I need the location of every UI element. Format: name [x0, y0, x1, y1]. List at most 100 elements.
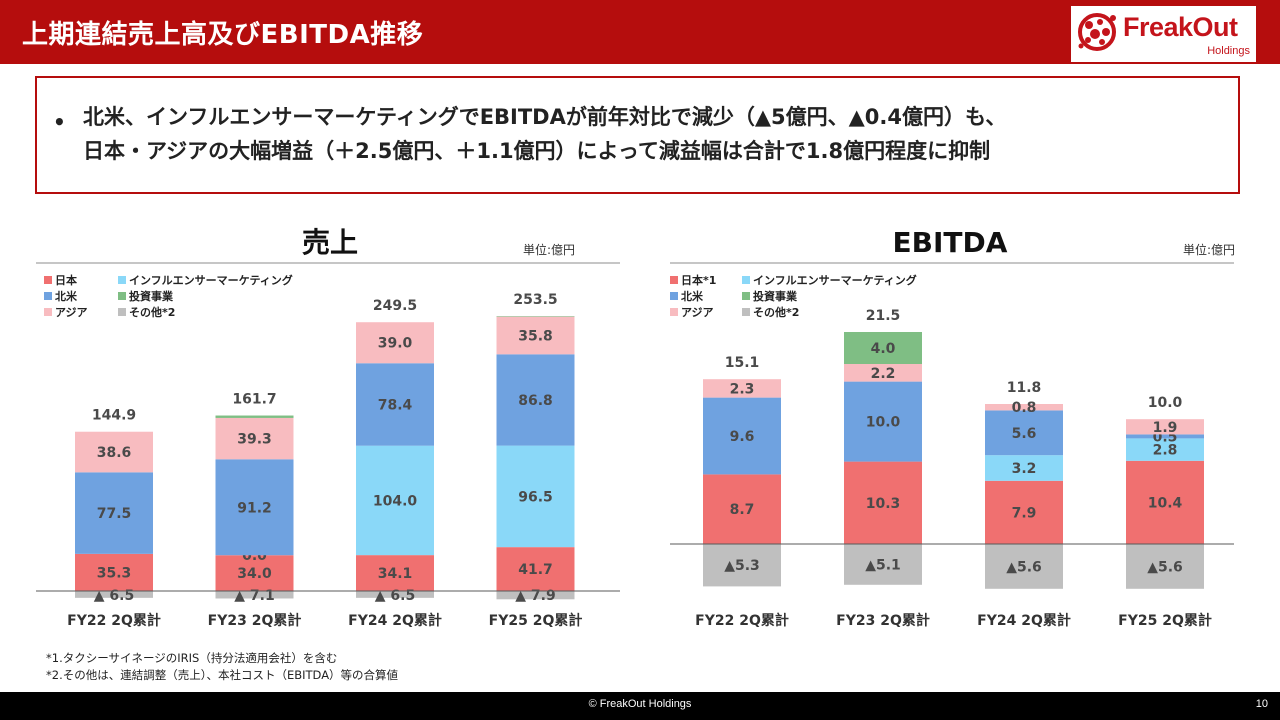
bar-segment	[496, 316, 575, 317]
legend-label: アジア	[681, 306, 714, 319]
bar-segment	[844, 381, 922, 462]
bar-segment-negative	[215, 591, 294, 599]
legend-label: 北米	[681, 289, 704, 303]
x-tick-label: FY24 2Q累計	[977, 612, 1071, 629]
bar-value-label: ▲ 7.1	[234, 588, 274, 604]
bar-segment	[844, 461, 922, 544]
bar-value-label: 91.2	[237, 500, 272, 516]
bar-segment	[356, 555, 434, 591]
bar-segment-negative	[356, 591, 434, 598]
logo-mark-icon	[1078, 13, 1116, 51]
bar-segment	[215, 459, 294, 556]
bar-segment	[1126, 419, 1204, 435]
chart-title: EBITDA	[893, 226, 1008, 259]
bar-value-label: 34.0	[237, 566, 272, 582]
bar-total-label: 161.7	[232, 392, 276, 408]
bar-segment-negative	[496, 591, 575, 600]
bar-value-label: 38.6	[97, 445, 132, 461]
bar-segment	[496, 316, 575, 355]
legend-label: 日本	[55, 273, 77, 287]
bar-value-label: 10.3	[866, 496, 901, 512]
legend-swatch	[44, 276, 52, 284]
bar-value-label: ▲5.3	[724, 558, 760, 574]
bar-segment	[496, 547, 575, 591]
bar-segment	[496, 445, 575, 548]
copyright-text: © FreakOut Holdings	[588, 698, 692, 710]
x-tick-label: FY23 2Q累計	[208, 612, 302, 629]
legend-swatch	[742, 292, 750, 300]
legend-label: 投資事業	[753, 289, 798, 303]
bar-value-label: 0.8	[1012, 400, 1037, 416]
bar-value-label: 3.2	[1012, 461, 1037, 477]
x-tick-label: FY23 2Q累計	[836, 612, 930, 629]
bar-value-label: 35.8	[518, 328, 553, 344]
x-tick-label: FY25 2Q累計	[1118, 612, 1212, 629]
bar-value-label: 96.5	[518, 489, 553, 505]
bullet-mark: •	[53, 110, 66, 134]
bar-segment	[703, 474, 781, 544]
company-logo: FreakOut Holdings	[1071, 6, 1256, 62]
x-tick-label: FY24 2Q累計	[348, 612, 442, 629]
bar-segment	[215, 555, 294, 591]
bar-value-label: 41.7	[518, 562, 553, 578]
bar-value-label: 78.4	[378, 397, 413, 413]
legend-swatch	[44, 308, 52, 316]
bar-value-label: 2.3	[730, 381, 755, 397]
bar-segment	[703, 379, 781, 398]
bar-value-label: ▲ 7.9	[515, 588, 555, 604]
legend-swatch	[742, 308, 750, 316]
legend-label: 日本*1	[681, 273, 716, 287]
bar-segment	[985, 404, 1063, 411]
bar-total-label: 11.8	[1007, 380, 1042, 396]
summary-callout: • 北米、インフルエンサーマーケティングでEBITDAが前年対比で減少（▲5億円…	[35, 76, 1240, 194]
x-tick-label: FY22 2Q累計	[695, 612, 789, 629]
bar-segment	[1126, 438, 1204, 461]
bar-segment-negative	[703, 544, 781, 587]
bar-value-label: 1.9	[1153, 420, 1178, 436]
bar-segment	[215, 415, 294, 418]
bar-value-label: ▲ 6.5	[375, 588, 415, 604]
footnote-2: *2.その他は、連結調整（売上）、本社コスト（EBITDA）等の合算値	[46, 668, 399, 682]
footnote-1: *1.タクシーサイネージのIRIS（持分法適用会社）を含む	[46, 651, 338, 665]
bar-total-label: 15.1	[725, 355, 760, 371]
legend-label: その他*2	[129, 305, 175, 319]
bar-value-label: 39.0	[378, 336, 413, 352]
bar-total-label: 249.5	[373, 298, 417, 314]
legend-label: インフルエンサーマーケティング	[753, 273, 917, 287]
legend-swatch	[118, 292, 126, 300]
bar-value-label: 77.5	[97, 506, 132, 522]
logo-name: FreakOut	[1123, 12, 1238, 42]
bar-segment-negative	[844, 544, 922, 585]
bar-segment	[844, 364, 922, 382]
bar-total-label: 253.5	[513, 292, 557, 308]
bar-value-label: 7.9	[1012, 505, 1037, 521]
page-number: 10	[1255, 698, 1268, 710]
x-tick-label: FY22 2Q累計	[67, 612, 161, 629]
bar-segment	[985, 455, 1063, 481]
legend-swatch	[742, 276, 750, 284]
bar-segment	[356, 322, 434, 364]
footnotes: *1.タクシーサイネージのIRIS（持分法適用会社）を含む *2.その他は、連結…	[46, 650, 398, 684]
x-tick-label: FY25 2Q累計	[489, 612, 583, 629]
summary-text: 北米、インフルエンサーマーケティングでEBITDAが前年対比で減少（▲5億円、▲…	[83, 105, 1007, 163]
bar-value-label: ▲5.1	[865, 557, 901, 573]
legend-swatch	[670, 276, 678, 284]
slide-footer: © FreakOut Holdings 10	[0, 692, 1280, 720]
bar-segment	[75, 472, 153, 554]
bar-value-label: 39.3	[237, 432, 272, 448]
bar-segment	[1126, 460, 1204, 544]
bar-value-label: 35.3	[97, 565, 132, 581]
unit-label: 単位:億円	[523, 242, 575, 257]
bar-value-label: 8.7	[730, 502, 755, 518]
chart-title: 売上	[302, 226, 358, 259]
legend-label: その他*2	[753, 305, 799, 319]
bar-segment	[985, 410, 1063, 456]
bar-value-label: 4.0	[871, 341, 896, 357]
bar-segment	[496, 354, 575, 446]
bar-value-label: 86.8	[518, 393, 553, 409]
bar-value-label: 5.6	[1012, 426, 1037, 442]
bar-value-label: 34.1	[378, 566, 413, 582]
bar-value-label: ▲ 6.5	[94, 588, 134, 604]
legend-label: 北米	[55, 289, 78, 303]
